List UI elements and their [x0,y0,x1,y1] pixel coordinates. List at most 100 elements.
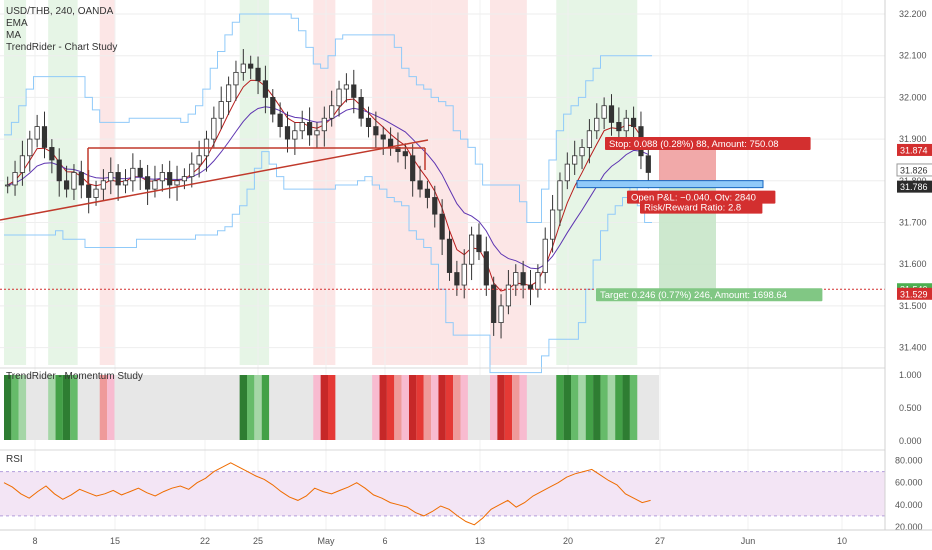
open-pnl-label-bg [627,190,776,204]
candle-body [78,172,84,186]
price-tick: 32.200 [899,9,927,19]
momentum-bar [313,375,321,440]
momentum-tick: 1.000 [899,370,922,380]
candle-body [63,180,70,190]
ema-line [7,79,649,292]
momentum-bar [607,375,616,440]
candle-body [542,238,548,273]
candle-body [130,167,136,182]
momentum-bar [556,375,564,440]
time-tick: Jun [741,536,756,546]
momentum-bar [379,375,387,440]
price-tag-bg [896,163,932,177]
indicator-ma[interactable]: MA [6,30,21,41]
background-bands [4,0,638,365]
candle-body [343,84,350,90]
stop-label-bg [605,136,811,150]
position-tool: Stop: 0.088 (0.28%) 88, Amount: 750.08 Op… [576,136,823,302]
entry-bar [576,180,764,189]
candle-body [108,172,114,182]
chart-legend: USD/THB, 240, OANDA EMA MA TrendRider - … [6,6,117,54]
candle-body [594,117,600,132]
candle-body [623,117,629,132]
candle-body [586,130,593,148]
candle-body [468,234,475,265]
candle-body [616,122,622,132]
momentum-bar [55,375,63,440]
candle-body [49,147,55,161]
momentum-bar [70,375,78,440]
time-tick: 10 [837,536,847,546]
time-tick: 15 [110,536,120,546]
candle-body [233,71,239,86]
trendline-rising [0,139,429,221]
rr-label: Risk/Reward Ratio: 2.8 [644,203,741,214]
price-tag: 31.826 [900,165,928,175]
momentum-bar [585,375,594,440]
candle-body [351,84,357,98]
rsi-tick: 20.000 [895,522,923,532]
open-pnl-label: Open P&L: −0.040, Qty: 2840 [631,193,756,204]
symbol-title: USD/THB, 240, OANDA [6,6,114,17]
candle-body [645,155,651,173]
candle-body [520,272,526,286]
time-tick: 25 [253,536,263,546]
momentum-bar [4,375,12,440]
indicator-trendrider[interactable]: TrendRider - Chart Study [6,42,118,53]
momentum-bar [247,375,255,440]
candle-body [270,97,276,115]
momentum-bar [497,375,505,440]
rsi-panel [0,449,932,526]
price-axis-bg [885,0,932,550]
candle-body [144,176,151,190]
candle-body [439,213,445,240]
candle-body [380,134,386,140]
momentum-bar [453,375,461,440]
stop-label: Stop: 0.088 (0.28%) 88, Amount: 750.08 [609,139,779,150]
time-tick: 13 [475,536,485,546]
ma-path [7,106,649,270]
time-tick: 20 [563,536,573,546]
price-tick: 32.000 [899,92,927,102]
momentum-bar [328,375,336,440]
momentum-title: TrendRider - Momentum Study [6,371,143,382]
candle-body [196,155,202,165]
momentum-bar [423,375,432,440]
momentum-bar [431,375,439,440]
price-tick: 31.400 [899,343,927,353]
momentum-bar [519,375,527,440]
candle-body [483,251,489,286]
band-red [431,0,468,365]
momentum-bar [261,375,270,440]
momentum-bar [563,375,571,440]
indicator-ema[interactable]: EMA [6,18,28,29]
momentum-bar [629,375,638,440]
price-tag: 31.874 [900,145,928,155]
time-tick: 8 [32,536,37,546]
candle-body [189,163,195,178]
momentum-bar [416,375,424,440]
candle-body [424,188,431,198]
candle-body [159,172,165,182]
candle-body [56,159,62,182]
candle-body [41,126,48,148]
momentum-bar [622,375,630,440]
candle-body [432,197,438,215]
momentum-bar [593,375,601,440]
momentum-bar [386,375,395,440]
candle-body [167,172,173,186]
price-tag-bg [897,180,932,193]
candle-body [34,126,40,140]
price-tag: 31.786 [900,182,928,192]
candle-body [277,113,283,127]
momentum-bar [438,375,446,440]
momentum-bar [18,375,27,440]
ema-path [7,79,649,292]
rsi-band [0,471,885,516]
candle-body [218,101,224,119]
rsi-tick: 80.000 [895,456,923,466]
candle-body [86,184,92,198]
candle-body [255,67,261,82]
candle-body [410,155,416,182]
